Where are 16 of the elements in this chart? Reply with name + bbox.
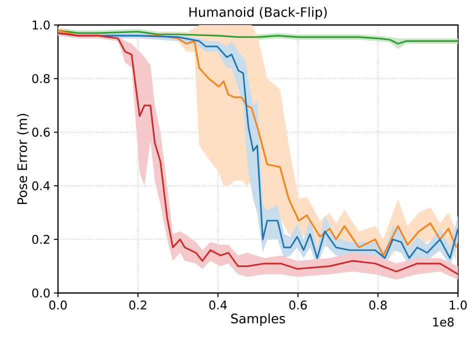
y-tick-label: 0.0	[32, 288, 50, 298]
x-axis-title: Samples	[231, 313, 286, 326]
x-tick-label: 0.4	[209, 300, 227, 310]
y-tick-label: 1.0	[32, 20, 50, 30]
y-axis-title: Pose Error (m)	[17, 114, 29, 204]
x-tick-label: 0.2	[129, 300, 146, 310]
chart-title: Humanoid (Back-Flip)	[189, 6, 327, 20]
x-tick-label: 0.0	[49, 300, 67, 310]
y-tick-label: 0.2	[32, 234, 50, 244]
y-tick-label: 0.8	[32, 74, 50, 84]
text: 1e8	[433, 318, 454, 327]
y-tick-label: 0.6	[32, 128, 50, 137]
x-tick-label: 0.8	[369, 300, 387, 310]
x-tick-label: 0.6	[289, 300, 307, 310]
y-tick-label: 0.4	[32, 181, 50, 190]
x-tick-label: 1.0	[450, 300, 467, 310]
